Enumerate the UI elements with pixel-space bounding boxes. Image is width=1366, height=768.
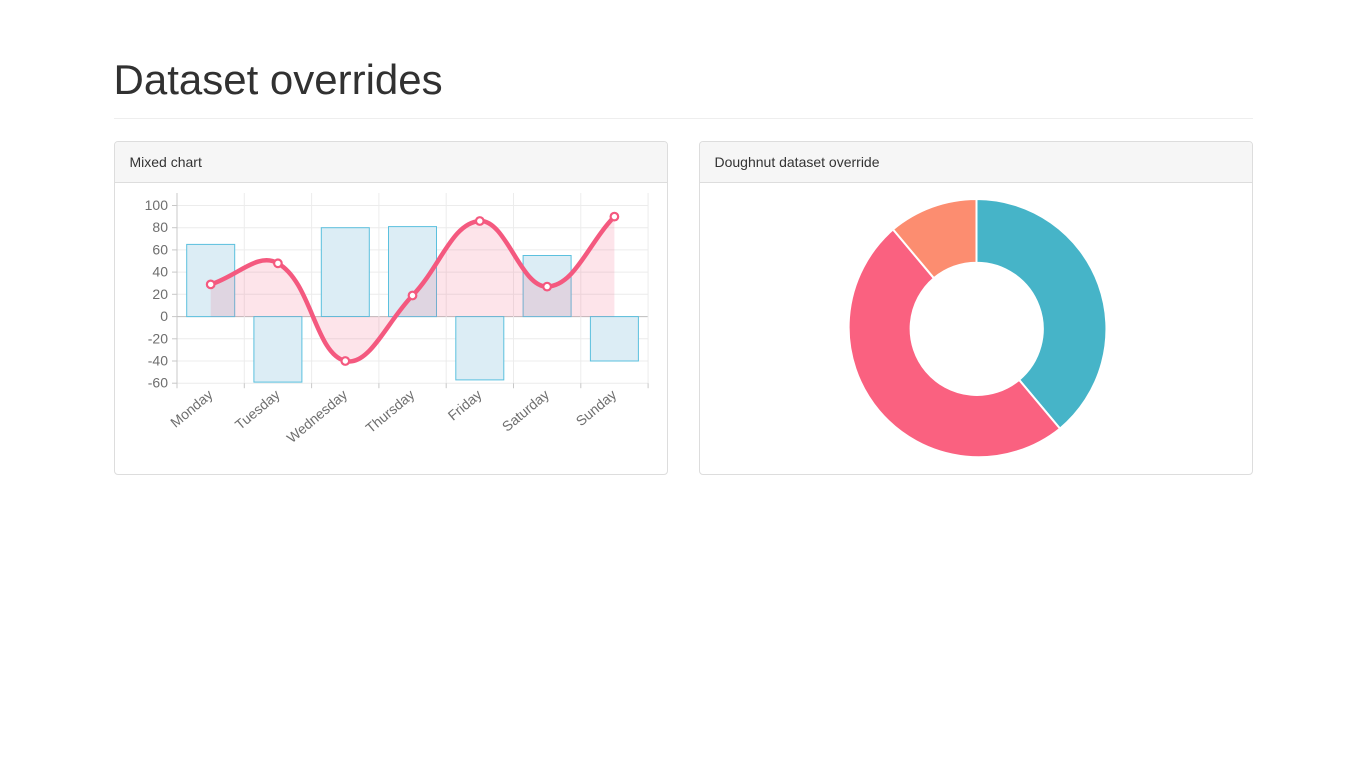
doughnut-chart-panel-body bbox=[700, 183, 1252, 474]
doughnut-chart-panel: Doughnut dataset override bbox=[698, 141, 1253, 476]
svg-text:Friday: Friday bbox=[444, 386, 484, 423]
svg-text:40: 40 bbox=[152, 264, 168, 280]
svg-text:Saturday: Saturday bbox=[498, 386, 551, 434]
svg-text:Sunday: Sunday bbox=[572, 386, 619, 429]
mixed-chart-panel-body: 100 80 60 40 20 0 -20 -40 -60 Monday Tuesday Wednes… bbox=[115, 183, 667, 474]
svg-text:60: 60 bbox=[152, 242, 168, 258]
page-container: Dataset overrides Mixed chart 100 80 60 40 2… bbox=[113, 0, 1253, 476]
svg-text:100: 100 bbox=[144, 197, 168, 213]
svg-text:Thursday: Thursday bbox=[362, 386, 417, 436]
svg-text:-40: -40 bbox=[147, 353, 167, 369]
svg-text:20: 20 bbox=[152, 286, 168, 302]
svg-text:0: 0 bbox=[160, 308, 168, 324]
doughnut-chart-canvas[interactable] bbox=[700, 184, 1252, 472]
charts-row: Mixed chart 100 80 60 40 20 0 -20 -40 -60 Monday T… bbox=[113, 141, 1253, 476]
doughnut-chart-panel-title: Doughnut dataset override bbox=[699, 142, 1252, 184]
mixed-chart-panel-title: Mixed chart bbox=[114, 142, 667, 184]
title-divider bbox=[113, 118, 1253, 120]
mixed-chart-panel: Mixed chart 100 80 60 40 20 0 -20 -40 -60 Monday T… bbox=[113, 141, 668, 476]
svg-text:-60: -60 bbox=[147, 375, 167, 391]
svg-text:Tuesday: Tuesday bbox=[231, 386, 282, 432]
svg-text:-20: -20 bbox=[147, 330, 167, 346]
svg-text:Monday: Monday bbox=[167, 386, 215, 430]
svg-text:Wednesday: Wednesday bbox=[283, 386, 350, 446]
page-title: Dataset overrides bbox=[113, 56, 443, 103]
svg-text:80: 80 bbox=[152, 219, 168, 235]
